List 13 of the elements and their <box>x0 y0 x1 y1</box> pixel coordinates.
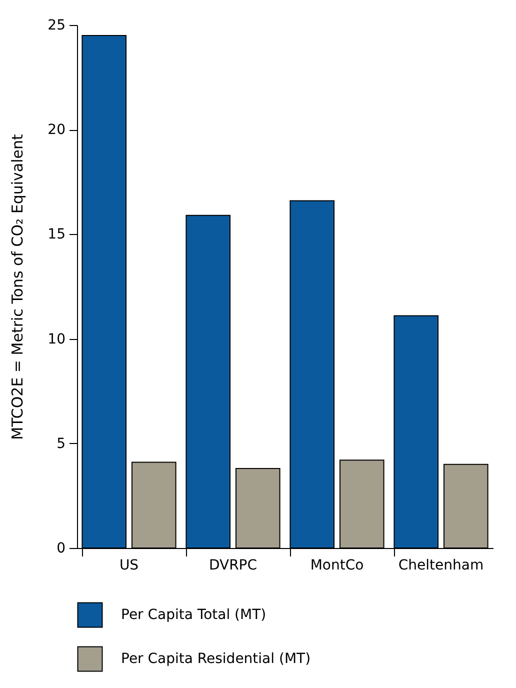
y-axis-title: MTCO2E = Metric Tons of CO₂ Equivalent <box>8 134 27 440</box>
x-tick-label: US <box>119 558 139 574</box>
y-tick-label: 0 <box>56 540 66 556</box>
y-tick-label: 5 <box>56 436 66 452</box>
y-tick-label: 10 <box>48 331 66 348</box>
y-tick-label: 20 <box>48 122 66 138</box>
legend-label: Per Capita Total (MT) <box>121 607 266 623</box>
x-tick-label: DVRPC <box>208 558 258 574</box>
legend-label: Per Capita Residential (MT) <box>121 651 311 667</box>
x-tick-label: Cheltenham <box>398 558 484 574</box>
x-tick-label: MontCo <box>310 558 364 574</box>
y-tick-label: 25 <box>48 18 66 34</box>
y-tick-label: 15 <box>48 226 66 243</box>
